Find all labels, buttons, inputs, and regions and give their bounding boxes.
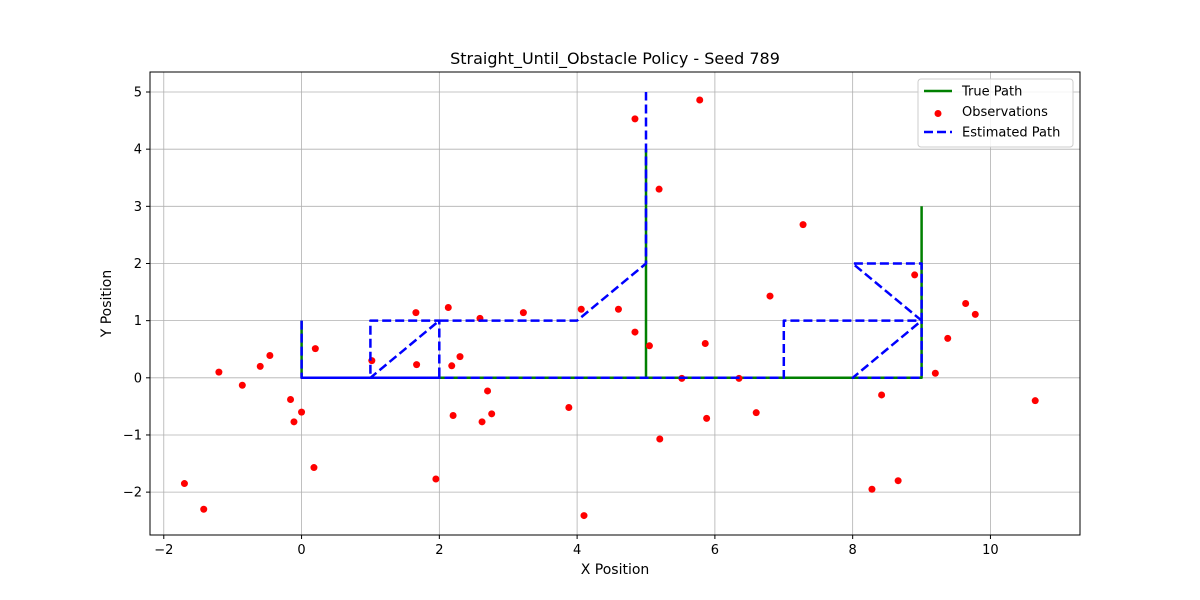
legend-label-estimated-path: Estimated Path [962, 126, 1060, 141]
observation-point [614, 305, 622, 313]
observation-point [432, 475, 440, 483]
legend-label-observations: Observations [962, 105, 1048, 120]
x-tick-label: 0 [297, 543, 305, 558]
observation-point [449, 412, 457, 420]
observation-point [645, 342, 653, 350]
observation-point [478, 418, 486, 426]
y-tick-label: 1 [134, 314, 142, 329]
observation-point [703, 414, 711, 422]
y-tick-label: −2 [123, 486, 142, 501]
y-tick-label: 4 [134, 143, 142, 158]
legend-label-true-path: True Path [961, 85, 1022, 100]
y-tick-label: 0 [134, 371, 142, 386]
observation-point [878, 391, 886, 399]
observation-point [266, 352, 274, 360]
observation-point [696, 96, 704, 104]
y-tick-label: 5 [134, 86, 142, 101]
observation-point [962, 300, 970, 307]
observation-point [456, 353, 464, 361]
observation-point [655, 185, 663, 193]
axis-ticks: −2 0 2 4 6 8 10 −2 −1 0 1 2 3 4 5 [123, 86, 999, 558]
observation-point [448, 362, 456, 370]
x-tick-label: −2 [154, 543, 173, 558]
y-axis-label: Y Position [99, 270, 115, 339]
observation-point [944, 334, 952, 342]
x-tick-label: 8 [849, 543, 857, 558]
y-tick-label: 3 [134, 200, 142, 215]
observation-point [488, 410, 496, 418]
observation-point [298, 408, 306, 416]
observation-point [484, 387, 492, 395]
x-tick-label: 10 [982, 543, 999, 558]
observation-point [215, 368, 223, 376]
observation-point [311, 345, 319, 353]
legend-box [917, 78, 1074, 148]
observation-point [631, 115, 639, 123]
x-tick-label: 4 [573, 543, 581, 558]
observation-point [287, 396, 295, 404]
legend: True Path Observations Estimated Path [917, 78, 1074, 148]
observation-point [200, 505, 208, 513]
observation-point [444, 304, 452, 312]
observation-point [577, 305, 585, 313]
observation-point [631, 328, 639, 336]
observation-point [766, 292, 774, 300]
estimated-path-line [300, 92, 648, 380]
observation-point [656, 435, 664, 443]
y-tick-label: 2 [134, 257, 142, 272]
observation-point [799, 221, 807, 229]
observation-point [413, 361, 421, 369]
observation-point [256, 362, 264, 370]
y-tick-label: −1 [123, 428, 142, 443]
observation-point [752, 409, 760, 417]
plot-series [180, 92, 1039, 520]
observation-point [180, 480, 188, 488]
observation-point [911, 271, 919, 279]
chart-title: Straight_Until_Obstacle Policy - Seed 78… [450, 49, 780, 69]
observation-point [931, 369, 939, 377]
x-tick-label: 6 [711, 543, 719, 558]
observation-point [238, 381, 246, 389]
plot-frame [149, 71, 1081, 536]
observation-point [290, 418, 298, 426]
observation-point [868, 485, 876, 493]
observation-point [519, 309, 527, 317]
observation-point [310, 464, 318, 472]
x-tick-label: 2 [435, 543, 443, 558]
legend-swatch-observations [934, 110, 942, 117]
observation-point [412, 309, 420, 317]
grid-lines [150, 72, 1080, 535]
observation-point [580, 512, 588, 520]
observation-point [1031, 397, 1039, 405]
observation-point [565, 404, 573, 412]
observation-point [894, 477, 902, 485]
x-axis-label: X Position [581, 562, 650, 578]
observation-point [701, 340, 709, 348]
estimated-path-line [301, 262, 923, 380]
observation-point [971, 310, 979, 318]
